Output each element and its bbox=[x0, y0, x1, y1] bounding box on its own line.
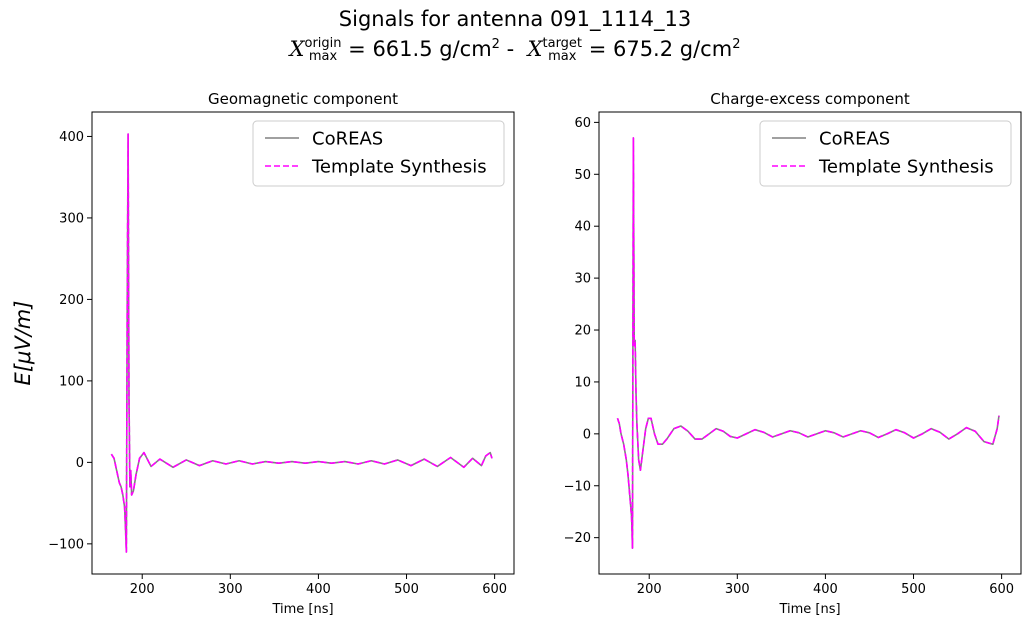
panel-1-x-axis-label: Time [ns] bbox=[778, 602, 840, 617]
xmax-symbol: X bbox=[289, 37, 305, 61]
legend-coreas-label: CoREAS bbox=[312, 129, 383, 150]
coreas-series-line bbox=[110, 133, 493, 553]
template-synthesis-series-line bbox=[616, 137, 1000, 549]
y-tick-label: 0 bbox=[76, 456, 84, 471]
x-tick-label: 200 bbox=[637, 582, 662, 597]
x-tick-label: 300 bbox=[725, 582, 750, 597]
shared-y-axis-label: E[μV/m] bbox=[11, 301, 35, 386]
target-superscript: target bbox=[542, 36, 583, 51]
figure-title-line-1: Signals for antenna 091_1114_13 bbox=[338, 7, 692, 31]
x-tick-label: 400 bbox=[813, 582, 838, 597]
legend-coreas-label: CoREAS bbox=[819, 129, 890, 150]
y-tick-label: −10 bbox=[564, 479, 591, 494]
legend-template-synthesis-label: Template Synthesis bbox=[311, 157, 487, 178]
coreas-series-line bbox=[616, 137, 1000, 549]
y-tick-label: 40 bbox=[574, 220, 591, 235]
y-tick-label: 400 bbox=[59, 130, 84, 145]
y-tick-label: 60 bbox=[574, 116, 591, 131]
unit-exponent-target: 2 bbox=[732, 37, 741, 52]
origin-superscript: origin bbox=[304, 36, 342, 51]
y-tick-label: −20 bbox=[564, 531, 591, 546]
y-tick-label: 100 bbox=[59, 374, 84, 389]
legend-template-synthesis-label: Template Synthesis bbox=[818, 157, 994, 178]
panel-1-legend bbox=[759, 120, 1012, 187]
panel-1-axes-frame bbox=[598, 111, 1022, 575]
xmax-symbol-target: X bbox=[527, 37, 543, 61]
x-tick-label: 600 bbox=[989, 582, 1014, 597]
y-tick-label: −100 bbox=[48, 537, 84, 552]
unit-exponent: 2 bbox=[491, 37, 500, 52]
title-separator: - bbox=[499, 37, 528, 61]
y-tick-label: 0 bbox=[583, 427, 591, 442]
panel-0-title: Geomagnetic component bbox=[208, 90, 398, 108]
panel-0-legend bbox=[252, 120, 505, 187]
y-tick-label: 20 bbox=[574, 324, 591, 339]
panel-0-x-axis-label: Time [ns] bbox=[271, 602, 333, 617]
x-tick-label: 300 bbox=[218, 582, 243, 597]
template-synthesis-series-line bbox=[110, 133, 493, 553]
x-tick-label: 500 bbox=[901, 582, 926, 597]
origin-subscript: max bbox=[308, 49, 338, 64]
target-xmax-value: = 675.2 g/cm bbox=[582, 37, 733, 61]
target-subscript: max bbox=[548, 49, 577, 64]
y-tick-label: 200 bbox=[59, 293, 84, 308]
panel-0-axes-frame bbox=[91, 111, 515, 575]
x-tick-label: 600 bbox=[482, 582, 507, 597]
x-tick-label: 500 bbox=[394, 582, 419, 597]
x-tick-label: 200 bbox=[130, 582, 155, 597]
x-tick-label: 400 bbox=[306, 582, 331, 597]
panel-1-title: Charge-excess component bbox=[710, 90, 910, 108]
y-tick-label: 50 bbox=[574, 168, 591, 183]
origin-xmax-value: = 661.5 g/cm bbox=[341, 37, 492, 61]
y-tick-label: 10 bbox=[574, 375, 591, 390]
y-tick-label: 300 bbox=[59, 211, 84, 226]
geomagnetic-panel: Geomagnetic component 200 300 400 500 600 −100… bbox=[48, 90, 515, 617]
y-tick-label: 30 bbox=[574, 272, 591, 287]
